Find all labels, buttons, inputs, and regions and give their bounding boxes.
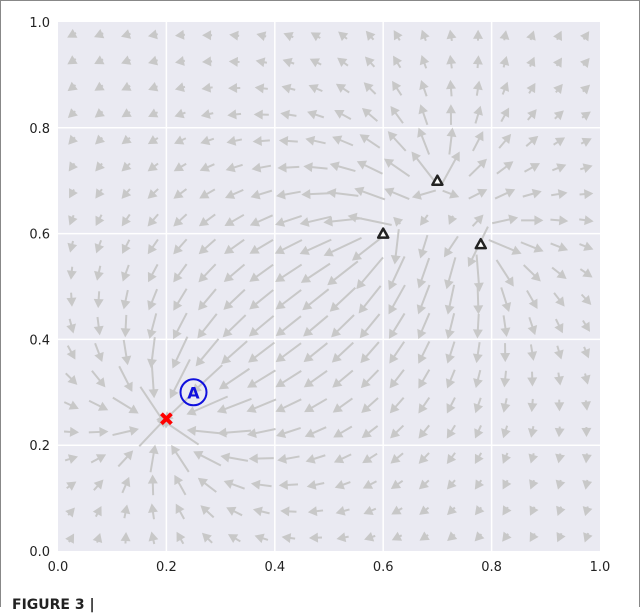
- y-tick-label: 0.6: [29, 228, 50, 243]
- y-tick-label: 0.0: [29, 545, 50, 560]
- x-tick-label: 1.0: [590, 560, 611, 575]
- x-tick-label: 0.2: [156, 560, 177, 575]
- x-tick-label: 0.8: [481, 560, 502, 575]
- x-tick-label: 0.6: [373, 560, 394, 575]
- figure-caption: FIGURE 3 |: [12, 597, 95, 613]
- x-tick-label: 0.4: [264, 560, 285, 575]
- plot-background: [58, 22, 600, 551]
- x-tick-label: 0.0: [48, 560, 69, 575]
- y-tick-label: 0.4: [29, 333, 50, 348]
- annotation-label: A: [187, 383, 200, 402]
- y-tick-label: 1.0: [29, 16, 50, 31]
- y-tick-label: 0.2: [29, 439, 50, 454]
- y-tick-label: 0.8: [29, 122, 50, 137]
